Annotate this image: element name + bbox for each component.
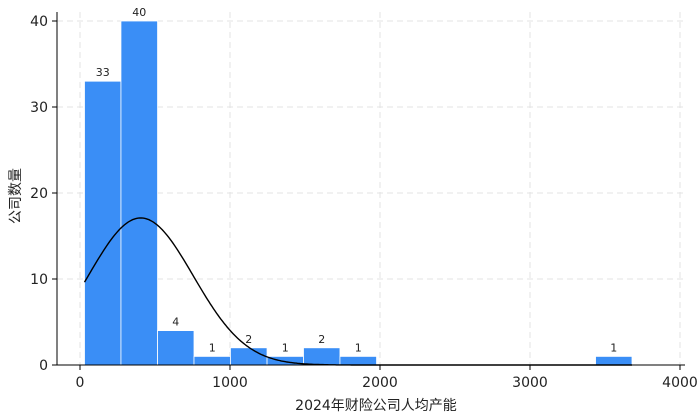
histogram-bar-2 [157,330,195,366]
bar-label-7: 1 [355,341,362,354]
y-tick-label-2: 20 [30,186,48,202]
bar-label-6: 2 [318,333,325,346]
bar-label-0: 33 [96,66,110,79]
x-tick-label-1: 1000 [212,375,248,391]
bar-label-4: 2 [245,333,252,346]
x-axis-title: 2024年财险公司人均产能 [295,398,457,414]
bar-label-8: 1 [610,341,617,354]
x-tick-label-0: 0 [76,375,85,391]
histogram-bar-6 [303,347,341,366]
grid-lines [57,12,685,365]
histogram-bar-4 [230,347,268,366]
histogram-bar-3 [193,355,231,366]
bar-label-2: 4 [172,316,179,329]
bar-count-labels: 33 40 4 1 2 1 2 1 1 [96,6,618,354]
y-tick-label-1: 10 [30,272,48,288]
x-tick-label-3: 3000 [512,375,548,391]
x-tick-label-4: 4000 [662,375,698,391]
bar-label-3: 1 [209,341,216,354]
axes: 0 10 20 30 40 0 1000 2000 3000 4000 [30,12,698,391]
histogram-bar-7 [339,355,377,366]
bar-label-5: 1 [282,341,289,354]
histogram-bar-1 [120,20,158,366]
y-axis-title: 公司数量 [8,168,24,224]
bar-label-1: 40 [132,6,146,19]
histogram-bar-0 [84,80,122,366]
y-tick-label-4: 40 [30,14,48,30]
y-tick-label-3: 30 [30,100,48,116]
x-tick-label-2: 2000 [362,375,398,391]
y-tick-label-0: 0 [39,358,48,374]
histogram-bar-8 [595,355,633,366]
